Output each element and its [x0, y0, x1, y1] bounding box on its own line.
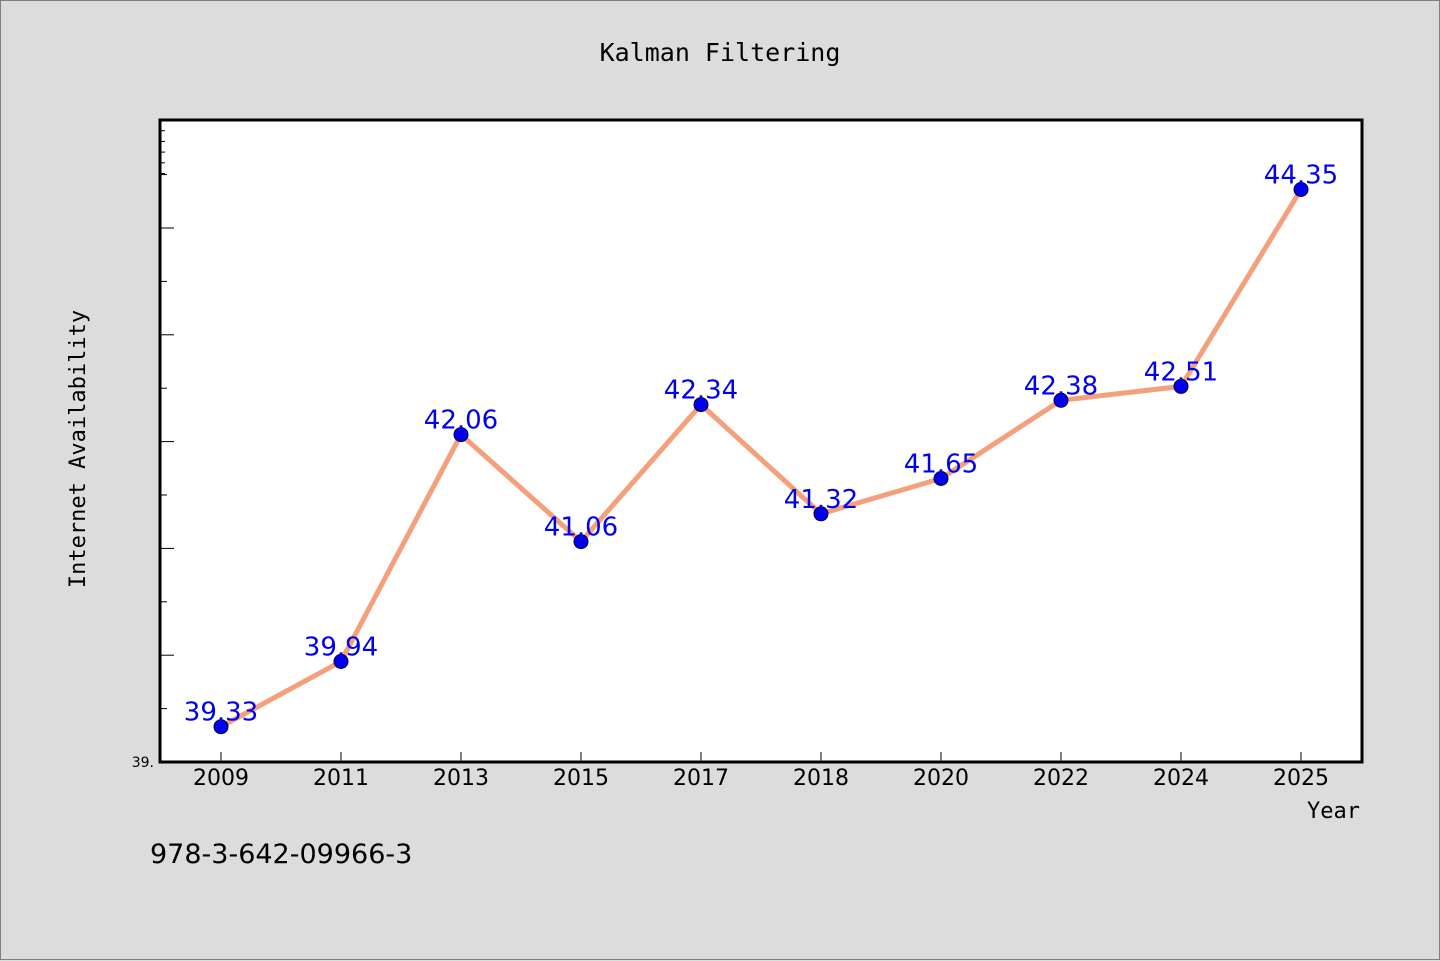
x-tick-label: 2024 [1153, 766, 1209, 791]
series-markers [213, 182, 1309, 735]
data-label: 41.65 [904, 450, 978, 480]
data-label: 42.06 [424, 406, 498, 436]
data-label: 39.33 [184, 698, 258, 728]
x-axis-ticks [220, 752, 1302, 762]
x-axis-label: Year [1307, 799, 1360, 824]
data-labels: 39.33 39.94 42.06 41.06 42.34 41.32 41.65 42.38… [184, 161, 1338, 728]
data-point-marker [1293, 182, 1309, 197]
x-tick-label: 2018 [793, 766, 849, 791]
data-label: 42.34 [664, 376, 738, 406]
data-point-marker [1173, 378, 1189, 394]
y-tick-label: 39. [132, 755, 154, 771]
y-axis-ticks [160, 130, 174, 710]
data-label: 39.94 [304, 632, 378, 662]
data-point-marker [933, 471, 949, 486]
isbn-annotation: 978-3-642-09966-3 [150, 839, 412, 870]
data-point-marker [333, 653, 349, 669]
data-label: 41.32 [784, 485, 858, 515]
data-point-marker [453, 427, 469, 443]
plot-area [158, 118, 1364, 764]
data-label: 41.06 [544, 513, 618, 543]
x-tick-label: 2025 [1273, 766, 1329, 791]
data-point-marker [573, 534, 589, 550]
data-label: 44.35 [1264, 161, 1338, 191]
x-tick-label: 2009 [193, 766, 249, 791]
x-tick-label: 2017 [673, 766, 729, 791]
data-point-marker [693, 397, 709, 413]
x-tick-label: 2011 [313, 766, 369, 791]
x-tick-labels: 2009 2011 2013 2015 2017 2018 2020 2022 2024 2025 [193, 766, 1329, 791]
data-label: 42.51 [1144, 357, 1218, 387]
chart-title: Kalman Filtering [600, 38, 841, 67]
data-point-marker [813, 506, 829, 522]
data-point-marker [213, 719, 229, 735]
x-tick-label: 2013 [433, 766, 489, 791]
data-point-marker [1053, 392, 1069, 408]
data-label: 42.38 [1024, 371, 1098, 401]
y-axis-label: Internet Availability [66, 310, 91, 588]
x-tick-label: 2020 [913, 766, 969, 791]
x-tick-label: 2022 [1033, 766, 1089, 791]
series-line [218, 187, 1304, 730]
x-tick-label: 2015 [553, 766, 609, 791]
